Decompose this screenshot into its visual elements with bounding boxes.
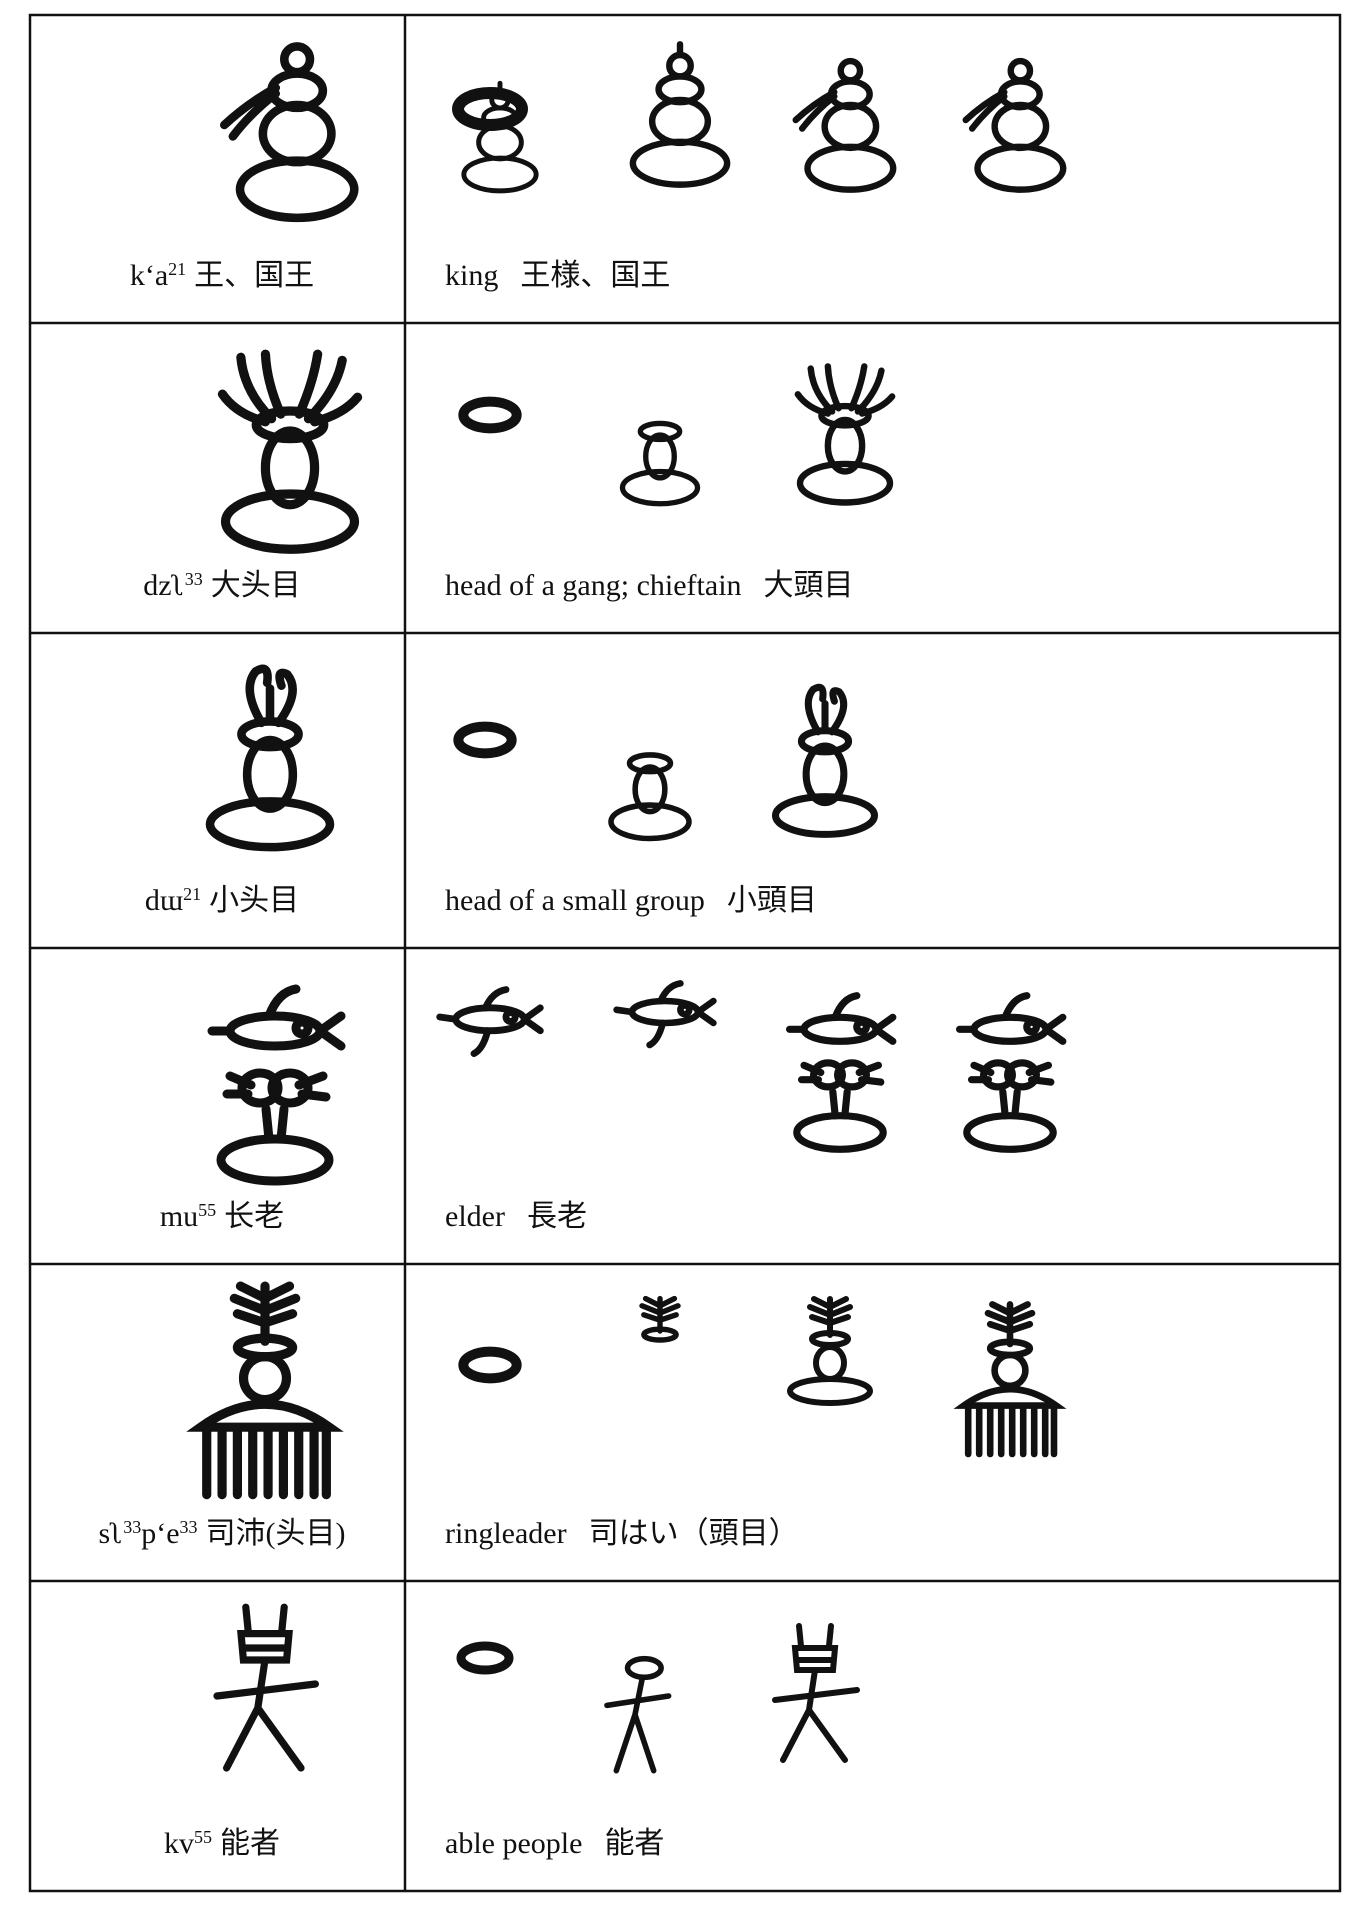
japanese-gloss: 大頭目: [764, 569, 854, 602]
chinese-gloss: 司沛(头目): [206, 1517, 346, 1550]
english-gloss: king: [445, 259, 498, 292]
tone: 33: [185, 569, 203, 589]
chinese-gloss: 王、国王: [194, 259, 314, 292]
tone: 33: [123, 1517, 141, 1537]
reading-label: dzʅ33 大头目: [143, 569, 300, 602]
translation: ringleader 司はい（頭目）: [445, 1517, 799, 1550]
english-gloss: head of a gang; chieftain: [445, 569, 742, 602]
japanese-gloss: 王様、国王: [520, 259, 670, 292]
syllable: mu: [160, 1200, 198, 1233]
english-gloss: able people: [445, 1827, 582, 1860]
syllable: sʅ: [98, 1517, 123, 1550]
table-border: [28, 13, 1342, 1893]
translation: head of a gang; chieftain 大頭目: [445, 569, 854, 602]
translation: king 王様、国王: [445, 259, 670, 292]
english-gloss: head of a small group: [445, 884, 705, 917]
japanese-gloss: 小頭目: [727, 884, 817, 917]
tone: 33: [180, 1517, 198, 1537]
english-gloss: ringleader: [445, 1517, 567, 1550]
syllable: dzʅ: [143, 569, 184, 602]
syllable: kv: [164, 1827, 194, 1860]
chinese-gloss: 能者: [220, 1827, 280, 1860]
japanese-gloss: 司はい（頭目）: [589, 1517, 799, 1550]
translation: head of a small group 小頭目: [445, 884, 817, 917]
chinese-gloss: 大头目: [211, 569, 301, 602]
japanese-gloss: 長老: [527, 1200, 587, 1233]
syllable: dɯ: [145, 884, 183, 917]
reading-label: sʅ33p‘e33 司沛(头目): [98, 1517, 345, 1550]
syllable: p‘e: [141, 1517, 179, 1550]
reading-label: dɯ21 小头目: [145, 884, 299, 917]
chinese-gloss: 小头目: [209, 884, 299, 917]
tone: 55: [198, 1200, 216, 1220]
chinese-gloss: 长老: [224, 1200, 284, 1233]
tone: 55: [194, 1827, 212, 1847]
translation: able people 能者: [445, 1827, 664, 1860]
tone: 21: [168, 259, 186, 279]
translation: elder 長老: [445, 1200, 587, 1233]
english-gloss: elder: [445, 1200, 505, 1233]
reading-label: mu55 长老: [160, 1200, 284, 1233]
reading-label: k‘a21 王、国王: [130, 259, 314, 292]
japanese-gloss: 能者: [604, 1827, 664, 1860]
tone: 21: [183, 884, 201, 904]
reading-label: kv55 能者: [164, 1827, 280, 1860]
syllable: k‘a: [130, 259, 168, 292]
